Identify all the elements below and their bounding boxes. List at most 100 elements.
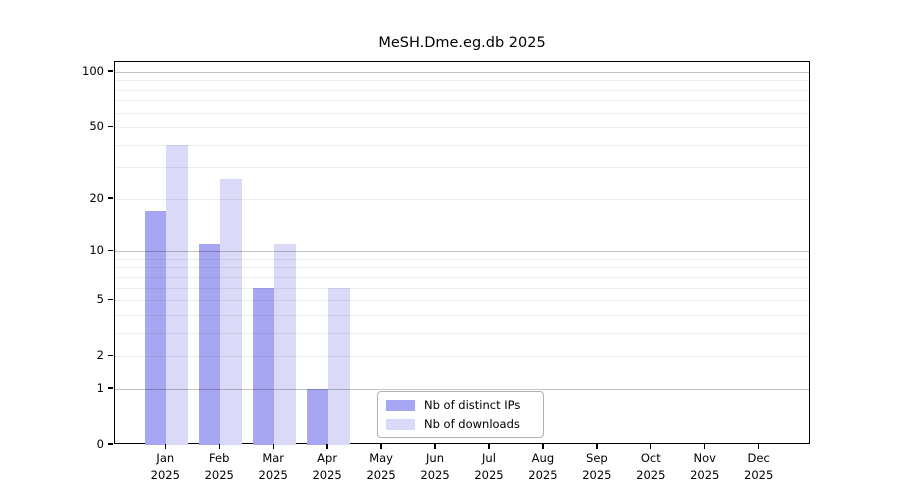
x-tick-label-dec: Dec 2025 [732, 450, 786, 483]
x-tick-label-jul: Jul 2025 [462, 450, 516, 483]
x-tick-year-sep: 2025 [582, 467, 612, 482]
x-tick-year-mar: 2025 [258, 467, 288, 482]
bar-nb-of-distinct-ips-feb [198, 244, 221, 445]
gridline-minor-80 [115, 89, 809, 91]
gridline-minor-60 [115, 112, 809, 114]
gridline-minor-8 [115, 267, 809, 269]
gridline-minor-30 [115, 167, 809, 169]
y-tick-1 [108, 387, 113, 389]
gridline-minor-90 [115, 80, 809, 82]
x-tick-year-oct: 2025 [636, 467, 666, 482]
y-tick-label-10: 10 [89, 243, 104, 258]
x-tick-jun [434, 444, 436, 449]
gridline-minor-5 [115, 300, 809, 302]
y-tick-0 [108, 443, 113, 445]
x-tick-apr [326, 444, 328, 449]
x-tick-month-oct: Oct [640, 451, 661, 465]
x-tick-year-nov: 2025 [690, 467, 720, 482]
bar-nb-of-distinct-ips-apr [306, 388, 329, 445]
x-tick-may [380, 444, 382, 449]
legend-item-downloads: Nb of downloads [386, 417, 534, 431]
x-tick-label-sep: Sep 2025 [570, 450, 624, 483]
bar-nb-of-distinct-ips-jan [144, 211, 167, 445]
legend-swatch-distinct-ips [386, 399, 415, 411]
x-tick-month-feb: Feb [209, 451, 230, 465]
gridline-minor-40 [115, 144, 809, 146]
x-tick-label-apr: Apr 2025 [300, 450, 354, 483]
y-tick-2 [108, 354, 113, 356]
bar-nb-of-downloads-apr [328, 287, 350, 445]
x-tick-label-feb: Feb 2025 [192, 450, 246, 483]
plot-area [114, 61, 810, 445]
bar-nb-of-distinct-ips-mar [252, 287, 275, 445]
x-tick-year-jun: 2025 [420, 467, 450, 482]
y-tick-label-1: 1 [96, 380, 104, 395]
x-tick-label-nov: Nov 2025 [678, 450, 732, 483]
gridline-minor-4 [115, 314, 809, 316]
x-tick-month-may: May [369, 451, 393, 465]
x-tick-month-jun: Jun [426, 451, 444, 465]
x-tick-label-oct: Oct 2025 [624, 450, 678, 483]
x-tick-month-sep: Sep [586, 451, 608, 465]
x-tick-month-jul: Jul [482, 451, 496, 465]
y-tick-label-50: 50 [89, 119, 104, 134]
x-tick-jul [488, 444, 490, 449]
gridline-minor-70 [115, 100, 809, 102]
x-tick-year-may: 2025 [366, 467, 396, 482]
y-tick-50 [108, 125, 113, 127]
x-tick-jan [164, 444, 166, 449]
x-tick-year-dec: 2025 [744, 467, 774, 482]
y-tick-label-100: 100 [82, 64, 104, 78]
legend-item-distinct-ips: Nb of distinct IPs [386, 398, 534, 412]
bar-nb-of-downloads-jan [166, 144, 188, 445]
bar-nb-of-downloads-feb [220, 178, 242, 445]
x-tick-year-jan: 2025 [150, 467, 180, 482]
x-tick-year-feb: 2025 [204, 467, 234, 482]
x-tick-label-aug: Aug 2025 [516, 450, 570, 483]
x-tick-mar [272, 444, 274, 449]
y-tick-label-0: 0 [96, 437, 104, 451]
y-tick-label-20: 20 [89, 190, 104, 205]
legend-swatch-downloads [386, 418, 415, 430]
x-tick-label-jun: Jun 2025 [408, 450, 462, 483]
x-tick-month-apr: Apr [317, 451, 338, 465]
x-tick-label-jan: Jan 2025 [138, 450, 192, 483]
x-tick-label-may: May 2025 [354, 450, 408, 483]
gridline-major-1 [115, 388, 809, 390]
gridline-minor-2 [115, 356, 809, 358]
x-tick-label-mar: Mar 2025 [246, 450, 300, 483]
gridline-minor-50 [115, 127, 809, 129]
y-tick-100 [108, 70, 113, 72]
gridline-minor-20 [115, 198, 809, 200]
x-tick-year-apr: 2025 [312, 467, 342, 482]
gridline-minor-3 [115, 332, 809, 334]
chart-title: MeSH.Dme.eg.db 2025 [378, 35, 546, 51]
x-tick-month-jan: Jan [156, 451, 175, 465]
x-tick-month-aug: Aug [531, 451, 555, 465]
legend: Nb of distinct IPs Nb of downloads [377, 391, 544, 438]
legend-label-distinct-ips: Nb of distinct IPs [424, 398, 521, 412]
gridline-minor-9 [115, 258, 809, 260]
x-tick-sep [596, 444, 598, 449]
x-tick-feb [218, 444, 220, 449]
x-tick-month-mar: Mar [262, 451, 285, 465]
x-tick-dec [758, 444, 760, 449]
x-tick-month-nov: Nov [693, 451, 716, 465]
y-tick-10 [108, 249, 113, 251]
y-tick-label-2: 2 [96, 348, 104, 363]
x-tick-aug [542, 444, 544, 449]
y-tick-label-5: 5 [96, 292, 104, 307]
gridline-minor-7 [115, 276, 809, 278]
gridline-major-10 [115, 251, 809, 253]
bar-nb-of-downloads-mar [274, 244, 296, 445]
x-tick-month-dec: Dec [747, 451, 770, 465]
y-tick-5 [108, 298, 113, 300]
x-tick-nov [704, 444, 706, 449]
y-tick-20 [108, 197, 113, 199]
legend-label-downloads: Nb of downloads [424, 417, 520, 431]
x-tick-year-jul: 2025 [474, 467, 504, 482]
gridline-minor-6 [115, 287, 809, 289]
x-tick-oct [650, 444, 652, 449]
gridline-major-100 [115, 72, 809, 73]
